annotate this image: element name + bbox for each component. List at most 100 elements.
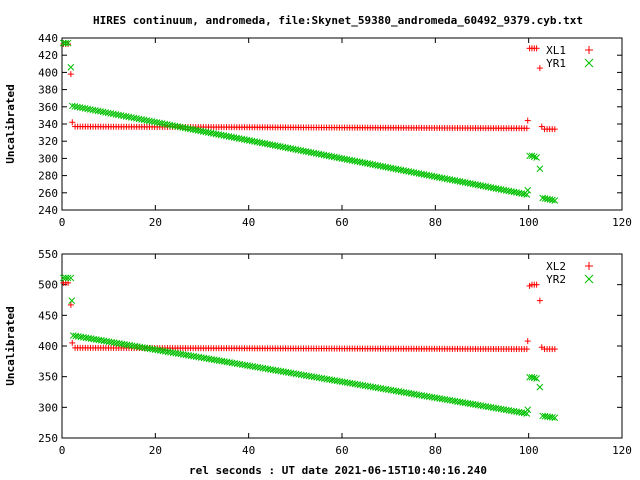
- data-point: [258, 139, 266, 147]
- data-point: [161, 120, 169, 128]
- data-point: [382, 385, 390, 393]
- data-point: [474, 401, 482, 409]
- data-point: [530, 153, 538, 161]
- data-point: [533, 375, 540, 382]
- y-tick-label: 500: [38, 279, 58, 292]
- data-point: [228, 133, 235, 141]
- data-point: [95, 336, 103, 344]
- data-point: [305, 148, 312, 156]
- data-point: [80, 333, 87, 341]
- data-point: [98, 337, 105, 344]
- data-point: [361, 159, 369, 167]
- y-axis-label: Uncalibrated: [4, 84, 17, 163]
- data-point: [197, 127, 205, 135]
- data-point: [218, 357, 226, 365]
- chart-title: HIRES continuum, andromeda, file:Skynet_…: [93, 14, 583, 27]
- data-point: [274, 142, 282, 150]
- x-axis-label: rel seconds : UT date 2021-06-15T10:40:1…: [189, 464, 487, 477]
- data-point: [479, 182, 487, 190]
- data-point: [423, 171, 431, 179]
- data-point: [356, 381, 364, 389]
- data-point: [344, 379, 351, 387]
- data-point: [551, 197, 559, 204]
- data-point: [466, 180, 474, 187]
- data-point: [377, 162, 384, 170]
- data-point: [92, 107, 99, 114]
- data-point: [287, 369, 295, 377]
- data-point: [269, 141, 276, 149]
- data-point: [205, 129, 212, 136]
- data-point: [323, 152, 330, 159]
- x-tick-label: 20: [149, 444, 162, 457]
- data-point: [490, 184, 497, 192]
- data-point: [197, 354, 205, 361]
- data-point: [151, 346, 159, 354]
- data-point: [551, 126, 558, 133]
- legend-marker: [584, 274, 594, 284]
- data-point: [308, 373, 315, 380]
- data-point: [189, 126, 197, 133]
- data-point: [508, 407, 515, 415]
- data-point: [156, 119, 163, 127]
- y-tick-label: 320: [38, 135, 58, 148]
- data-point: [302, 148, 310, 155]
- x-tick-label: 0: [59, 216, 66, 229]
- data-point: [67, 301, 74, 308]
- data-point: [177, 350, 185, 358]
- series-YR1: [60, 39, 559, 204]
- data-point: [249, 363, 256, 370]
- y-tick-label: 400: [38, 340, 58, 353]
- data-point: [97, 108, 104, 115]
- data-point: [220, 132, 228, 139]
- data-point: [536, 383, 544, 391]
- data-point: [226, 359, 233, 366]
- data-point: [482, 183, 490, 190]
- data-point: [100, 337, 108, 345]
- data-point: [233, 134, 240, 142]
- data-point: [384, 164, 392, 171]
- data-point: [331, 377, 338, 384]
- data-point: [348, 157, 356, 164]
- data-point: [184, 125, 192, 132]
- data-point: [297, 371, 305, 379]
- data-point: [187, 125, 194, 133]
- data-point: [524, 117, 531, 124]
- data-point: [290, 370, 297, 377]
- data-point: [207, 129, 215, 137]
- data-point: [477, 182, 484, 189]
- data-point: [524, 186, 532, 194]
- data-point: [246, 137, 253, 144]
- data-point: [428, 172, 436, 180]
- x-tick-label: 60: [335, 216, 348, 229]
- data-point: [246, 362, 254, 370]
- series-YR2: [60, 274, 559, 422]
- x-tick-label: 120: [612, 216, 632, 229]
- data-point: [400, 167, 407, 174]
- data-point: [530, 374, 538, 382]
- legend-marker: [584, 58, 594, 68]
- data-point: [223, 358, 231, 366]
- data-point: [505, 187, 513, 195]
- data-point: [125, 113, 133, 121]
- data-point: [402, 167, 410, 175]
- data-point: [528, 152, 536, 160]
- data-point: [485, 403, 492, 411]
- data-point: [451, 177, 459, 184]
- data-point: [167, 348, 174, 356]
- data-point: [77, 333, 85, 341]
- data-point: [374, 384, 382, 392]
- data-point: [69, 332, 77, 339]
- data-point: [202, 128, 210, 136]
- data-point: [68, 297, 76, 304]
- data-point: [271, 142, 279, 149]
- data-point: [115, 111, 122, 119]
- data-point: [326, 376, 333, 383]
- y-tick-label: 400: [38, 66, 58, 79]
- data-point: [354, 381, 362, 388]
- data-point: [300, 147, 307, 155]
- data-point: [433, 394, 441, 402]
- data-point: [86, 106, 94, 113]
- data-point: [536, 297, 543, 304]
- data-point: [323, 375, 331, 383]
